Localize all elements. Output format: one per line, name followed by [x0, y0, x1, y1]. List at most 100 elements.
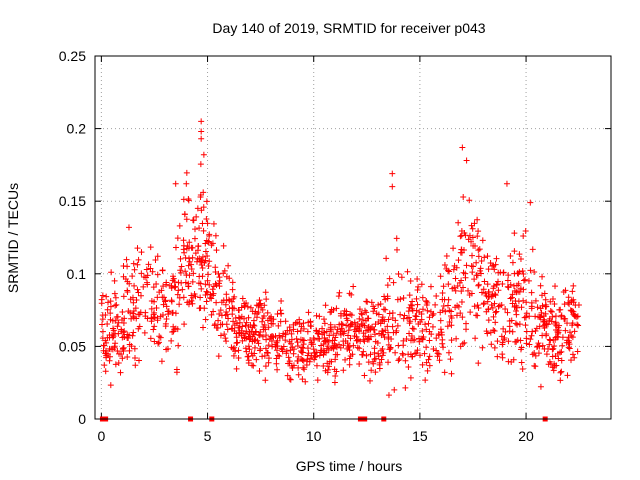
data-point — [209, 286, 216, 293]
data-point — [228, 298, 235, 305]
data-point — [394, 322, 401, 329]
data-point — [293, 335, 300, 342]
data-point — [505, 338, 512, 345]
data-point — [107, 303, 114, 310]
data-point — [507, 253, 514, 260]
data-point — [368, 299, 375, 306]
data-point — [190, 270, 197, 277]
data-point — [529, 351, 536, 358]
data-point — [222, 335, 229, 342]
data-point — [427, 308, 434, 315]
data-point — [182, 254, 189, 261]
data-point — [114, 348, 121, 355]
data-point — [341, 328, 348, 335]
data-point — [399, 350, 406, 357]
data-point — [199, 220, 206, 227]
data-point — [504, 277, 511, 284]
data-point — [381, 334, 388, 341]
data-point — [546, 336, 553, 343]
data-point — [182, 268, 189, 275]
data-point — [316, 313, 323, 320]
data-point — [426, 362, 433, 369]
data-point — [354, 337, 361, 344]
data-point — [197, 305, 204, 312]
data-point — [264, 349, 271, 356]
data-point — [119, 309, 126, 315]
data-point — [491, 328, 498, 335]
data-point — [475, 281, 482, 288]
data-point — [365, 323, 372, 330]
data-point — [158, 358, 165, 365]
data-point — [203, 237, 210, 244]
data-point — [180, 237, 187, 244]
data-point — [111, 277, 118, 284]
data-point — [224, 311, 231, 318]
data-point — [246, 346, 253, 353]
data-point — [99, 321, 106, 328]
data-point-peak — [198, 135, 205, 142]
data-point — [335, 293, 342, 300]
data-point — [413, 313, 420, 320]
data-point — [451, 262, 458, 269]
data-point — [397, 311, 404, 318]
data-point — [494, 338, 501, 345]
data-point — [490, 285, 497, 292]
data-point — [433, 347, 440, 354]
data-point — [215, 353, 222, 360]
data-point — [371, 305, 378, 312]
data-point — [202, 281, 209, 288]
data-point — [439, 296, 446, 303]
data-point — [107, 382, 114, 389]
data-point — [272, 333, 279, 340]
data-point — [251, 337, 258, 344]
data-point — [217, 307, 224, 314]
data-point — [553, 362, 560, 369]
data-point — [336, 321, 343, 328]
data-point — [386, 275, 393, 282]
data-point — [263, 332, 270, 339]
data-point — [390, 329, 397, 336]
data-point — [154, 315, 161, 322]
data-point — [429, 312, 436, 319]
data-point — [515, 288, 522, 295]
data-point — [537, 305, 544, 312]
data-point — [407, 301, 414, 308]
data-point — [569, 288, 576, 295]
data-point — [128, 315, 135, 322]
data-point — [183, 169, 190, 176]
data-point — [543, 331, 550, 338]
data-point — [456, 279, 463, 286]
data-point — [333, 330, 340, 337]
data-point — [171, 284, 178, 291]
data-point — [286, 376, 293, 383]
data-point — [120, 345, 127, 352]
data-point — [376, 359, 383, 366]
data-point — [274, 342, 281, 349]
data-point — [537, 282, 544, 289]
data-point — [529, 328, 536, 335]
data-point — [510, 356, 517, 363]
data-point — [374, 339, 381, 346]
data-point — [250, 321, 257, 328]
data-point — [120, 320, 127, 327]
data-point — [189, 278, 196, 285]
data-point — [440, 344, 447, 351]
data-point — [175, 342, 182, 349]
data-point — [245, 357, 252, 364]
data-point — [151, 323, 158, 330]
data-point — [331, 379, 338, 386]
data-point — [552, 353, 559, 360]
x-tick-label: 20 — [518, 428, 534, 444]
data-point — [400, 315, 407, 322]
data-point — [229, 304, 236, 311]
data-point — [567, 307, 574, 314]
data-point — [302, 378, 309, 385]
data-point — [382, 296, 389, 303]
data-point — [261, 321, 268, 328]
data-point — [203, 198, 210, 205]
data-point — [263, 296, 270, 303]
data-point — [393, 235, 400, 242]
data-point — [192, 226, 199, 233]
data-point — [458, 232, 465, 239]
data-point — [408, 332, 415, 339]
